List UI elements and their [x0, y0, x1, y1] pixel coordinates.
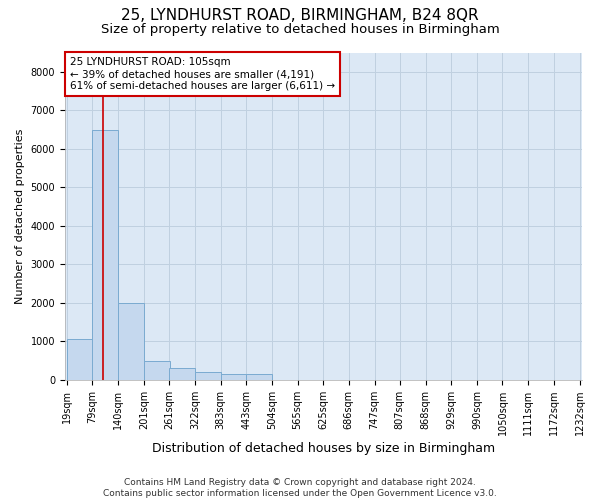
Bar — [144, 360, 170, 380]
Bar — [195, 372, 221, 380]
Text: Size of property relative to detached houses in Birmingham: Size of property relative to detached ho… — [101, 22, 499, 36]
Bar — [67, 340, 92, 380]
Text: Contains HM Land Registry data © Crown copyright and database right 2024.
Contai: Contains HM Land Registry data © Crown c… — [103, 478, 497, 498]
Bar — [246, 374, 272, 380]
X-axis label: Distribution of detached houses by size in Birmingham: Distribution of detached houses by size … — [152, 442, 495, 455]
Text: 25 LYNDHURST ROAD: 105sqm
← 39% of detached houses are smaller (4,191)
61% of se: 25 LYNDHURST ROAD: 105sqm ← 39% of detac… — [70, 58, 335, 90]
Text: 25, LYNDHURST ROAD, BIRMINGHAM, B24 8QR: 25, LYNDHURST ROAD, BIRMINGHAM, B24 8QR — [121, 8, 479, 22]
Bar — [169, 368, 195, 380]
Bar — [221, 374, 247, 380]
Bar — [118, 303, 144, 380]
Bar — [92, 130, 118, 380]
Y-axis label: Number of detached properties: Number of detached properties — [15, 128, 25, 304]
